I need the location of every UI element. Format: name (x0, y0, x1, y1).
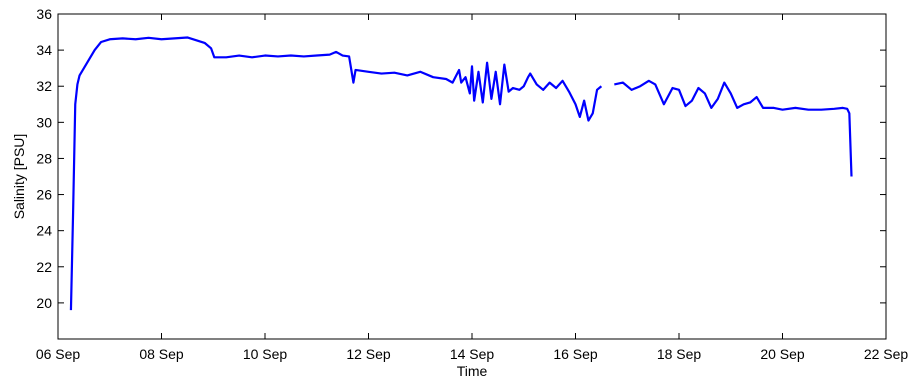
x-tick-label: 14 Sep (450, 346, 495, 362)
x-tick-label: 16 Sep (553, 346, 598, 362)
x-tick-label: 06 Sep (36, 346, 81, 362)
y-tick-label: 22 (36, 259, 52, 275)
plot-frame (57, 13, 887, 340)
y-tick-label: 28 (36, 150, 52, 166)
y-tick-label: 26 (36, 187, 52, 203)
y-tick-label: 30 (36, 114, 52, 130)
series-line (69, 36, 603, 311)
x-tick-label: 08 Sep (139, 346, 184, 362)
y-axis-ticks: 20 22 24 26 28 30 32 34 36 (36, 6, 886, 311)
x-axis-label: Time (457, 363, 488, 379)
series-line (614, 79, 853, 177)
y-tick-label: 36 (36, 6, 52, 22)
x-tick-label: 10 Sep (243, 346, 288, 362)
y-tick-label: 24 (36, 223, 52, 239)
y-tick-label: 34 (36, 42, 52, 58)
salinity-series (69, 36, 853, 311)
x-tick-label: 20 Sep (760, 346, 805, 362)
x-tick-label: 22 Sep (864, 346, 909, 362)
x-tick-label: 12 Sep (346, 346, 391, 362)
y-tick-label: 32 (36, 78, 52, 94)
x-axis-ticks: 06 Sep 08 Sep 10 Sep 12 Sep 14 Sep 16 Sep 18 S… (36, 14, 909, 362)
y-axis-label: Salinity [PSU] (11, 134, 27, 220)
y-tick-label: 20 (36, 295, 52, 311)
x-tick-label: 18 Sep (657, 346, 702, 362)
